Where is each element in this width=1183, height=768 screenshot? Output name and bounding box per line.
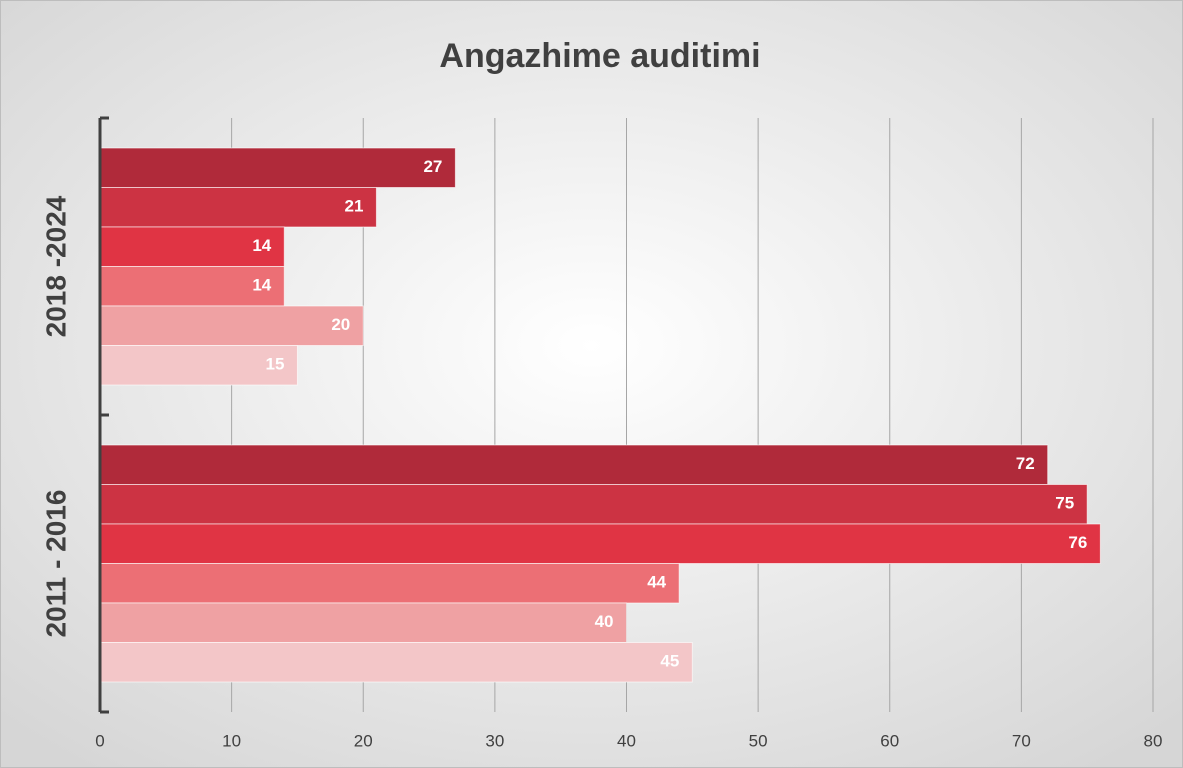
x-tick-label: 70: [1012, 731, 1031, 750]
value-label: 40: [595, 612, 614, 631]
x-tick-label: 50: [749, 731, 768, 750]
value-label: 72: [1016, 454, 1035, 473]
x-tick-label: 0: [95, 731, 104, 750]
bar: [99, 642, 693, 683]
value-label: 15: [266, 355, 285, 374]
x-tick-label: 10: [222, 731, 241, 750]
x-tick-label: 60: [880, 731, 899, 750]
value-label: 20: [331, 315, 350, 334]
bar: [99, 305, 364, 346]
y-tick-label: 2011 - 2016: [40, 490, 71, 638]
value-label: 75: [1055, 494, 1074, 513]
x-tick-label: 40: [617, 731, 636, 750]
value-label: 14: [252, 276, 271, 295]
value-label: 45: [660, 652, 679, 671]
value-label: 27: [423, 157, 442, 176]
bar: [99, 187, 377, 228]
x-tick-label: 30: [485, 731, 504, 750]
value-label: 21: [344, 197, 363, 216]
y-tick-label: 2018 -2024: [40, 195, 71, 337]
bar: [99, 563, 680, 604]
x-tick-label: 20: [354, 731, 373, 750]
bar: [99, 444, 1049, 485]
bar: [99, 523, 1101, 564]
chart-title: Angazhime auditimi: [439, 37, 760, 75]
value-label: 44: [647, 573, 666, 592]
bar: [99, 147, 456, 188]
bar: [99, 602, 627, 643]
bar: [99, 484, 1088, 525]
x-tick-label: 80: [1144, 731, 1163, 750]
value-label: 76: [1068, 533, 1087, 552]
value-label: 14: [252, 236, 271, 255]
bar: [99, 345, 298, 386]
